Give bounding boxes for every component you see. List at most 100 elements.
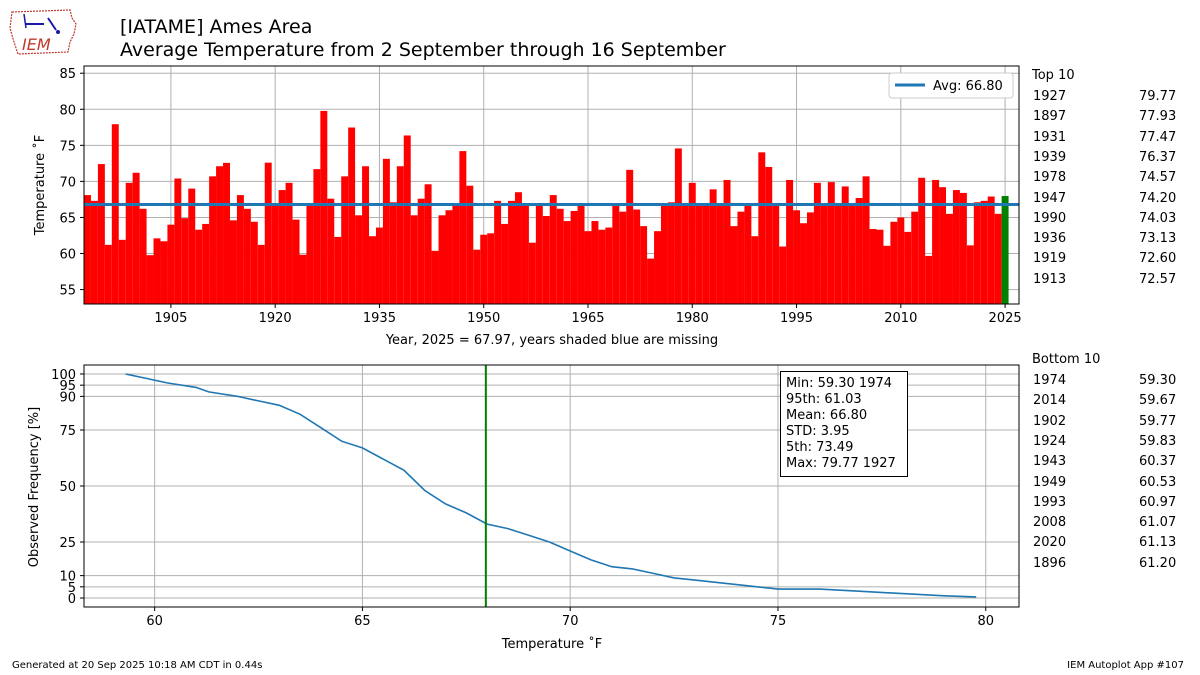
bar-2002: [841, 186, 849, 304]
bottom10-value: 60.97: [1139, 494, 1177, 510]
bar-2023: [987, 196, 995, 304]
top-xtick-label: 1980: [676, 311, 709, 326]
bottom-ytick-label: 75: [59, 424, 76, 439]
bottom10-value: 59.83: [1139, 433, 1177, 449]
bar-2011: [904, 231, 912, 304]
bottom10-year: 1993: [1033, 494, 1067, 510]
bar-2003: [848, 205, 856, 304]
bar-1909: [195, 229, 203, 304]
bar-2000: [827, 182, 835, 304]
top10-value: 79.77: [1139, 89, 1177, 104]
bar-1904: [160, 241, 168, 304]
top10-year: 1897: [1033, 109, 1067, 125]
bar-1983: [709, 189, 717, 304]
top-ytick-label: 55: [59, 284, 76, 299]
bar-1929: [334, 236, 342, 304]
top-chart-xlabel: Year, 2025 = 67.97, years shaded blue ar…: [385, 333, 718, 348]
bar-1994: [786, 179, 794, 304]
bar-1948: [466, 185, 474, 304]
top10-year: 1931: [1033, 129, 1067, 145]
bar-1949: [473, 249, 481, 304]
top-xtick-label: 1905: [154, 311, 187, 326]
bottom10-value: 61.13: [1139, 535, 1177, 551]
bar-1962: [563, 221, 571, 304]
bar-1956: [521, 205, 529, 304]
bar-1991: [765, 166, 773, 304]
top10-value: 74.57: [1139, 170, 1177, 186]
bottom10-value: 59.30: [1139, 373, 1177, 388]
top-xtick-label: 1935: [363, 311, 396, 326]
bar-1941: [417, 198, 425, 304]
bar-1927: [320, 110, 328, 304]
bar-1989: [751, 236, 759, 304]
top-chart-bars: [84, 110, 1009, 305]
bar-1984: [716, 205, 724, 304]
bar-1980: [688, 182, 696, 304]
bottom10-value: 59.77: [1139, 413, 1177, 429]
bar-1988: [744, 205, 752, 304]
iowa-map-icon: IEM: [9, 9, 77, 55]
bar-1903: [153, 238, 161, 304]
top-ytick-label: 65: [59, 211, 76, 226]
bar-1898: [118, 239, 126, 304]
bar-2012: [911, 211, 919, 304]
bar-1911: [209, 176, 217, 304]
bar-2010: [897, 217, 905, 304]
bottom10-year: 1943: [1033, 454, 1067, 470]
bar-1899: [125, 182, 133, 304]
bar-1982: [702, 205, 710, 304]
top-ytick-label: 70: [59, 175, 76, 190]
bar-2014: [925, 255, 933, 304]
bottom-ytick-label: 100: [51, 368, 76, 383]
bar-1918: [257, 244, 265, 304]
bar-1896: [104, 244, 112, 304]
bar-1902: [146, 255, 154, 304]
bar-1960: [549, 195, 557, 304]
bar-1967: [598, 229, 606, 304]
bar-1914: [229, 220, 237, 304]
bar-1921: [278, 190, 286, 304]
bar-1895: [97, 164, 105, 304]
bar-1951: [487, 233, 495, 304]
bar-1942: [424, 184, 432, 304]
iem-logo: IEM: [8, 6, 80, 58]
bar-1965: [584, 231, 592, 304]
bottom10-year: 2014: [1033, 393, 1067, 409]
bar-1925: [306, 205, 314, 304]
stats-box: Min: 59.30 1974 95th: 61.03 Mean: 66.80 …: [780, 371, 908, 477]
top10-value: 73.13: [1139, 231, 1177, 247]
bar-2008: [883, 245, 891, 304]
bar-1959: [542, 216, 550, 304]
bottom10-value: 60.53: [1139, 474, 1177, 490]
bottom10-year: 2008: [1033, 515, 1067, 531]
bar-1985: [723, 179, 731, 304]
bar-1928: [327, 198, 335, 304]
bar-1981: [695, 205, 703, 304]
bar-1971: [626, 169, 634, 304]
bar-1893: [84, 195, 91, 304]
bottom-ytick-label: 5: [68, 581, 76, 596]
top10-title: Top 10: [1032, 68, 1075, 83]
bar-1947: [459, 151, 467, 304]
top-xtick-label: 1995: [780, 311, 813, 326]
bar-1912: [216, 166, 224, 304]
bar-1935: [375, 227, 383, 304]
top10-value: 76.37: [1139, 149, 1177, 165]
bar-1966: [591, 221, 599, 304]
top10-value: 74.20: [1139, 190, 1177, 206]
bottom10-year: 1924: [1033, 433, 1067, 449]
bottom-ytick-label: 50: [59, 480, 76, 495]
stat-5th: 5th: 73.49: [786, 440, 854, 455]
top-chart-legend: Avg: 66.80: [888, 72, 1014, 99]
bar-1950: [480, 234, 488, 304]
bar-1990: [758, 152, 766, 304]
bar-1986: [730, 226, 738, 304]
bottom-xtick-label: 60: [146, 614, 163, 629]
bar-1905: [167, 224, 175, 304]
top10-year: 1978: [1033, 170, 1067, 186]
top-chart-frame: [83, 65, 1020, 305]
bar-1996: [800, 223, 807, 304]
bar-1952: [494, 200, 502, 304]
bar-2001: [834, 205, 842, 304]
